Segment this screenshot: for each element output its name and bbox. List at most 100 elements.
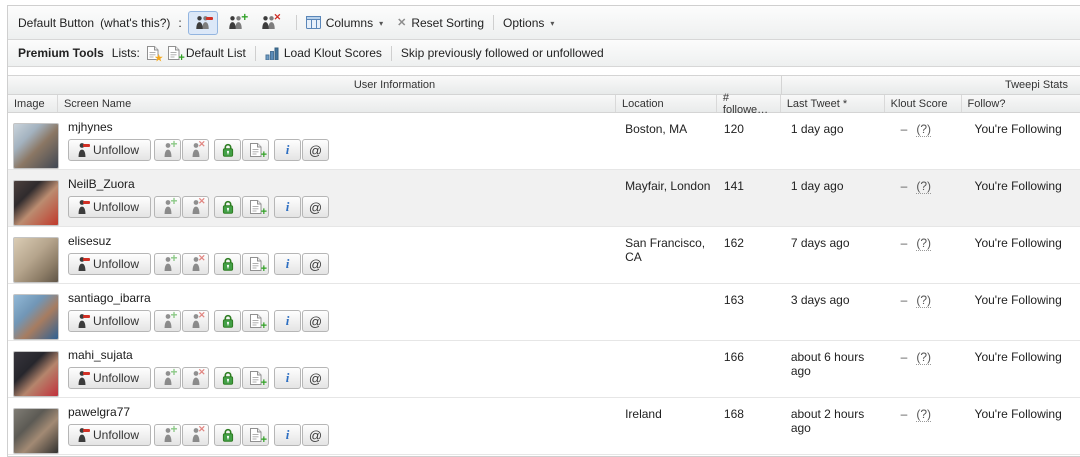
screen-name[interactable]: NeilB_Zuora [68,177,135,191]
follow-button[interactable]: + [154,366,182,389]
screen-name[interactable]: pawelgra77 [68,405,131,419]
premium-toolbar: Premium Tools Lists: ★ + Default List Lo… [8,40,1080,67]
info-button[interactable]: i [274,139,302,161]
block-button[interactable] [214,139,242,161]
default-force-unfollow-toggle[interactable]: ✕ [254,11,284,35]
list-add-button[interactable]: + [167,46,185,64]
force-unfollow-button[interactable]: ✕ [182,310,210,332]
mention-button[interactable]: @ [302,196,330,218]
reset-sorting-button[interactable]: ✕ Reset Sorting [397,16,484,30]
avatar [13,123,59,169]
avatar [13,180,59,226]
lock-icon [222,143,234,157]
block-button[interactable] [214,310,242,332]
location-cell: Mayfair, London [625,179,711,193]
info-button[interactable]: i [274,196,302,218]
unfollow-button[interactable]: Unfollow [68,253,152,275]
screen-name[interactable]: mahi_sujata [68,348,133,362]
column-header-follow[interactable]: Follow? [967,97,1006,110]
person-minus-icon [78,257,90,271]
add-to-list-button[interactable]: + [242,367,270,389]
header-groups: User Information Tweepi Stats [8,75,1080,95]
unfollow-button[interactable]: Unfollow [68,196,152,218]
table-row: mahi_sujata Unfollow + [8,341,1080,398]
klout-cell: – (?) [900,293,932,308]
mention-button[interactable]: @ [302,310,330,332]
force-unfollow-button[interactable]: ✕ [182,424,210,446]
block-button[interactable] [214,196,242,218]
add-to-list-button[interactable]: + [242,139,270,161]
whats-this-link[interactable]: (what's this?) [100,15,171,30]
mention-button[interactable]: @ [302,253,330,275]
at-icon: @ [308,142,323,158]
options-menu-button[interactable]: Options ▾ [503,16,554,30]
column-header-screen-name[interactable]: Screen Name [58,95,617,112]
location-cell: San Francisco, CA [625,236,706,264]
klout-help-link[interactable]: (?) [916,293,932,308]
mention-button[interactable]: @ [302,367,330,389]
column-header-followers[interactable]: # followe… [717,92,781,116]
klout-help-link[interactable]: (?) [916,407,932,422]
add-to-list-button[interactable]: + [242,310,270,332]
force-unfollow-button[interactable]: ✕ [182,196,210,218]
follow-button[interactable]: + [154,252,182,275]
column-header-klout-score[interactable]: Klout Score [885,95,962,112]
avatar [13,351,59,397]
at-icon: @ [308,199,323,215]
default-follow-toggle[interactable]: + [221,11,251,35]
unfollow-button[interactable]: Unfollow [68,139,152,161]
follow-button[interactable]: + [154,138,182,161]
person-minus-icon [78,428,90,442]
add-to-list-button[interactable]: + [242,424,270,446]
screen-name[interactable]: santiago_ibarra [68,291,151,305]
followers-cell: 163 [723,293,744,307]
add-to-list-button[interactable]: + [242,196,270,218]
person-cross-icon: ✕ [192,368,206,385]
info-button[interactable]: i [274,253,302,275]
column-header-image[interactable]: Image [8,95,58,112]
columns-menu-button[interactable]: Columns ▾ [306,16,383,30]
klout-cell: – (?) [900,179,932,194]
klout-help-link[interactable]: (?) [916,122,932,137]
person-cross-icon: ✕ [192,197,206,214]
load-klout-button[interactable]: Load Klout Scores [265,46,382,60]
force-unfollow-button[interactable]: ✕ [182,367,210,389]
klout-help-link[interactable]: (?) [916,179,932,194]
follow-button[interactable]: + [154,195,182,218]
last-tweet-cell: 1 day ago [790,179,844,193]
mention-button[interactable]: @ [302,139,330,161]
skip-followed-option[interactable]: Skip previously followed or unfollowed [400,46,604,60]
info-icon: i [285,199,290,214]
at-icon: @ [308,370,323,386]
block-button[interactable] [214,367,242,389]
list-star-button[interactable]: ★ [146,46,163,63]
screen-name[interactable]: elisesuz [68,234,112,248]
default-list-button[interactable]: Default List [185,46,246,60]
info-button[interactable]: i [274,367,302,389]
default-unfollow-toggle[interactable] [187,10,218,35]
follow-status-cell: You're Following [974,179,1062,193]
screen-name[interactable]: mjhynes [68,120,113,134]
block-button[interactable] [214,253,242,275]
force-unfollow-button[interactable]: ✕ [182,139,210,161]
unfollow-button[interactable]: Unfollow [68,310,152,332]
follow-button[interactable]: + [154,309,182,332]
lock-icon [222,257,234,271]
info-button[interactable]: i [274,310,302,332]
follow-button[interactable]: + [154,423,182,446]
block-button[interactable] [214,424,242,446]
column-header-last-tweet[interactable]: Last Tweet * [781,95,885,112]
columns-label: Columns [325,15,374,30]
location-cell [616,284,717,340]
person-minus-icon [78,314,90,328]
column-header-location[interactable]: Location [616,95,717,112]
info-button[interactable]: i [274,424,302,446]
force-unfollow-button[interactable]: ✕ [182,253,210,275]
klout-help-link[interactable]: (?) [916,350,932,365]
klout-help-link[interactable]: (?) [916,236,932,251]
document-plus-icon: + [249,143,267,161]
mention-button[interactable]: @ [302,424,330,446]
unfollow-button[interactable]: Unfollow [68,367,152,389]
add-to-list-button[interactable]: + [242,253,270,275]
unfollow-button[interactable]: Unfollow [68,424,152,446]
